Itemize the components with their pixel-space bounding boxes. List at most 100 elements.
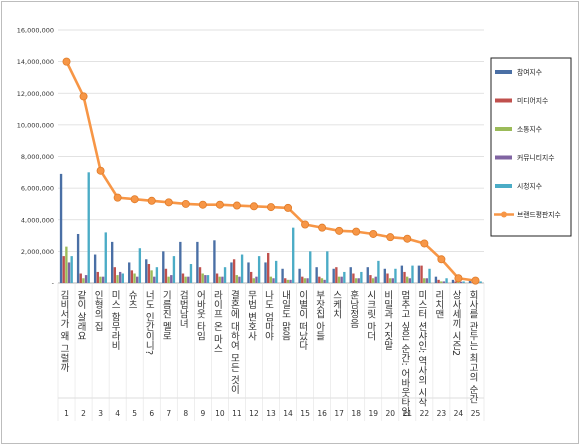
x-number-label: 10 xyxy=(215,409,225,418)
bar-1 xyxy=(366,267,369,283)
bar-1 xyxy=(264,262,267,283)
x-number-label: 21 xyxy=(403,409,413,418)
x-number-label: 2 xyxy=(81,409,86,418)
bar-5 xyxy=(257,256,261,283)
y-tick-label: 14,000,000 xyxy=(17,58,54,66)
bar-2 xyxy=(215,273,219,283)
bar-5 xyxy=(326,251,329,283)
bar-3 xyxy=(405,276,409,283)
bar-5 xyxy=(411,265,414,283)
bar-5 xyxy=(274,260,278,283)
bar-4 xyxy=(374,276,377,283)
x-category-label: 훈남정음 xyxy=(348,289,359,328)
bar-4 xyxy=(408,278,412,283)
x-number-label: 5 xyxy=(132,409,137,418)
bar-3 xyxy=(320,278,324,283)
bar-1 xyxy=(468,280,472,283)
bar-5 xyxy=(104,232,107,283)
bar-4 xyxy=(306,278,309,283)
x-category-label: 나도 엄마야 xyxy=(263,290,274,341)
y-tick-label: 10,000,000 xyxy=(17,121,54,129)
x-number-label: 23 xyxy=(437,409,447,418)
bar-1 xyxy=(213,240,216,283)
bar-5 xyxy=(172,256,176,283)
bar-4 xyxy=(187,276,190,283)
x-category-label: 상사세끼 시즌2 xyxy=(450,290,461,356)
x-number-label: 1 xyxy=(64,409,69,418)
bar-4 xyxy=(323,279,326,283)
x-category-label: 미스터 션샤인: 역사의 시작 xyxy=(416,290,427,408)
legend-label: 참여지수 xyxy=(517,68,542,77)
line-marker xyxy=(147,196,156,205)
bar-1 xyxy=(281,268,284,283)
bar-4 xyxy=(153,276,156,283)
bar-1 xyxy=(128,262,131,283)
bar-3 xyxy=(65,246,68,283)
bar-1 xyxy=(179,241,182,283)
bar-3 xyxy=(99,276,102,283)
bar-4 xyxy=(442,281,446,283)
bar-2 xyxy=(420,265,423,283)
line-marker xyxy=(437,255,446,264)
bar-5 xyxy=(138,248,142,283)
bar-4 xyxy=(391,278,394,283)
bar-1 xyxy=(417,265,421,283)
line-marker xyxy=(369,229,378,238)
bar-2 xyxy=(267,252,270,283)
bar-2 xyxy=(96,271,99,283)
legend-swatch xyxy=(495,98,512,103)
x-number-label: 25 xyxy=(471,409,481,418)
y-tick-label: 2,000,000 xyxy=(21,248,54,256)
line-marker xyxy=(301,220,310,229)
bar-5 xyxy=(121,273,124,283)
bar-1 xyxy=(298,268,301,283)
bar-2 xyxy=(181,273,185,283)
line-marker xyxy=(454,274,463,283)
bar-5 xyxy=(155,267,159,283)
line-marker xyxy=(130,195,139,204)
x-category-label: 어바웃 타임 xyxy=(194,290,205,341)
legend-label: 브랜드평판지수 xyxy=(517,210,561,219)
bar-4 xyxy=(340,276,343,283)
bar-4 xyxy=(221,276,224,283)
bar-1 xyxy=(332,268,335,283)
legend-label: 소통지수 xyxy=(517,125,542,134)
bar-3 xyxy=(269,276,273,283)
bar-1 xyxy=(383,268,386,283)
x-category-label: 같이 살래요 xyxy=(75,289,86,340)
x-number-label: 19 xyxy=(368,409,378,418)
bar-1 xyxy=(196,241,199,283)
bar-4 xyxy=(238,276,241,283)
x-category-label: 기름진 멜로 xyxy=(160,290,171,341)
x-number-label: 4 xyxy=(115,409,120,418)
line-marker xyxy=(62,57,71,66)
bar-1 xyxy=(93,254,97,283)
x-number-label: 22 xyxy=(420,409,430,418)
bar-1 xyxy=(434,276,438,283)
bar-3 xyxy=(82,278,85,283)
x-category-label: 라이프 온 마스 xyxy=(211,290,222,353)
bar-2 xyxy=(62,256,65,283)
x-number-label: 6 xyxy=(149,409,154,418)
line-marker xyxy=(181,199,190,208)
x-category-label: 비밀과 거짓말 xyxy=(382,290,393,350)
line-marker xyxy=(352,227,361,236)
x-category-label: 멈추고 싶은 순간: 어바웃타임 xyxy=(399,290,410,416)
bar-2 xyxy=(164,268,168,283)
x-number-label: 18 xyxy=(351,409,361,418)
line-marker xyxy=(420,239,429,248)
line-marker xyxy=(403,234,412,243)
bar-4 xyxy=(84,275,88,283)
bar-5 xyxy=(428,268,431,283)
x-number-label: 13 xyxy=(266,409,276,418)
bar-3 xyxy=(184,276,187,283)
bar-4 xyxy=(101,276,105,283)
x-category-label: 너도 인간이니? xyxy=(143,290,154,355)
bar-5 xyxy=(70,256,73,283)
bar-1 xyxy=(110,241,114,283)
x-category-label: 이별이 떠났다 xyxy=(297,290,308,351)
bar-3 xyxy=(116,275,119,283)
bar-3 xyxy=(235,275,238,283)
line-marker xyxy=(79,92,88,101)
